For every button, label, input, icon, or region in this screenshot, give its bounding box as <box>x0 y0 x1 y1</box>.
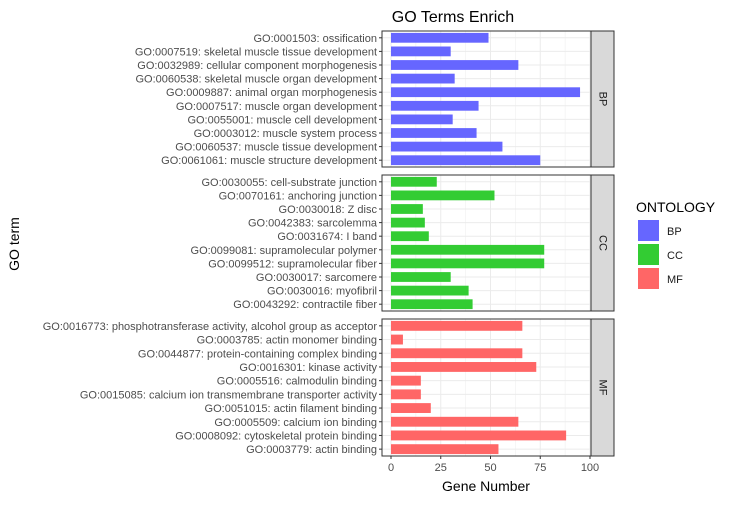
bar-mf <box>391 416 519 427</box>
y-tick-label: GO:0005509: calcium ion binding <box>214 417 377 429</box>
bar-bp <box>391 46 451 57</box>
y-tick-label: GO:0060538: skeletal muscle organ develo… <box>135 74 377 86</box>
y-axis-title: GO term <box>6 217 22 271</box>
x-tick-label: 100 <box>581 462 599 474</box>
bar-bp <box>391 100 479 111</box>
y-tick-label: GO:0030016: myofibril <box>267 286 377 298</box>
bar-cc <box>391 272 451 282</box>
bar-mf <box>391 348 523 359</box>
facet-strip <box>590 174 615 312</box>
legend-label: MF <box>667 274 683 286</box>
y-tick-label: GO:0005516: calmodulin binding <box>217 376 377 388</box>
legend-swatch <box>638 220 659 241</box>
facet-strip-label: BP <box>597 92 609 107</box>
bar-cc <box>391 204 423 214</box>
y-tick-label: GO:0099081: supramolecular polymer <box>191 245 378 257</box>
y-tick-label: GO:0031674: I band <box>277 231 377 243</box>
bar-mf <box>391 375 421 386</box>
facet-strip-label: MF <box>597 380 609 396</box>
y-tick-label: GO:0008092: cytoskeletal protein binding <box>175 430 377 442</box>
x-tick-label: 0 <box>388 462 394 474</box>
bar-cc <box>391 190 495 201</box>
y-tick-label: GO:0060537: muscle tissue development <box>175 142 377 154</box>
x-tick-label: 25 <box>435 462 447 474</box>
bar-bp <box>391 87 581 98</box>
bar-cc <box>391 217 425 228</box>
bar-cc <box>391 285 469 296</box>
x-tick-label: 50 <box>484 462 496 474</box>
y-tick-label: GO:0055001: muscle cell development <box>187 114 377 126</box>
legend-label: CC <box>667 250 683 262</box>
y-tick-label: GO:0030018: Z disc <box>279 204 378 216</box>
legend-label: BP <box>667 226 682 238</box>
bar-mf <box>391 403 431 413</box>
y-tick-label: GO:0042383: sarcolemma <box>248 218 378 230</box>
y-tick-label: GO:0001503: ossification <box>253 33 377 45</box>
y-tick-label: GO:0030017: sarcomere <box>256 272 377 284</box>
bar-mf <box>391 389 421 400</box>
legend-swatch <box>638 268 659 289</box>
bar-mf <box>391 334 403 345</box>
y-tick-label: GO:0043292: contractile fiber <box>233 299 377 311</box>
legend-swatch <box>638 244 659 265</box>
y-tick-label: GO:0070161: anchoring junction <box>219 190 377 202</box>
bar-bp <box>391 32 489 43</box>
bar-bp <box>391 155 541 166</box>
y-tick-label: GO:0009887: animal organ morphogenesis <box>166 87 377 99</box>
bar-mf <box>391 430 567 441</box>
y-tick-label: GO:0030055: cell-substrate junction <box>202 177 378 189</box>
y-tick-label: GO:0007519: skeletal muscle tissue devel… <box>135 46 377 58</box>
bar-cc <box>391 231 429 242</box>
chart-title: GO Terms Enrich <box>392 9 514 26</box>
bar-cc <box>391 258 545 269</box>
bar-mf <box>391 320 523 331</box>
bar-mf <box>391 362 537 372</box>
x-tick-label: 75 <box>534 462 546 474</box>
facet-strip <box>590 30 615 168</box>
y-tick-label: GO:0044877: protein-containing complex b… <box>138 348 377 360</box>
y-tick-label: GO:0016773: phosphotransferase activity,… <box>43 321 378 333</box>
bar-cc <box>391 176 437 187</box>
bar-cc <box>391 299 473 310</box>
bar-bp <box>391 73 455 84</box>
y-tick-label: GO:0003779: actin binding <box>246 444 377 456</box>
facet-strip <box>590 318 615 457</box>
bar-bp <box>391 114 453 125</box>
y-tick-label: GO:0003785: actin monomer binding <box>197 335 377 347</box>
y-tick-label: GO:0061061: muscle structure development <box>161 155 377 167</box>
bar-bp <box>391 60 519 70</box>
y-tick-label: GO:0099512: supramolecular fiber <box>208 258 377 270</box>
bar-cc <box>391 244 545 255</box>
facet-strip-label: CC <box>597 235 609 251</box>
x-axis-title: Gene Number <box>442 478 530 494</box>
y-tick-label: GO:0003012: muscle system process <box>194 128 378 140</box>
y-tick-label: GO:0007517: muscle organ development <box>176 101 377 113</box>
legend-title: ONTOLOGY <box>636 199 716 215</box>
bar-bp <box>391 141 503 152</box>
bar-mf <box>391 444 499 455</box>
y-tick-label: GO:0032989: cellular component morphogen… <box>137 60 377 72</box>
bar-bp <box>391 128 477 138</box>
y-tick-label: GO:0016301: kinase activity <box>239 362 377 374</box>
y-tick-label: GO:0051015: actin filament binding <box>205 403 377 415</box>
y-tick-label: GO:0015085: calcium ion transmembrane tr… <box>80 389 378 401</box>
